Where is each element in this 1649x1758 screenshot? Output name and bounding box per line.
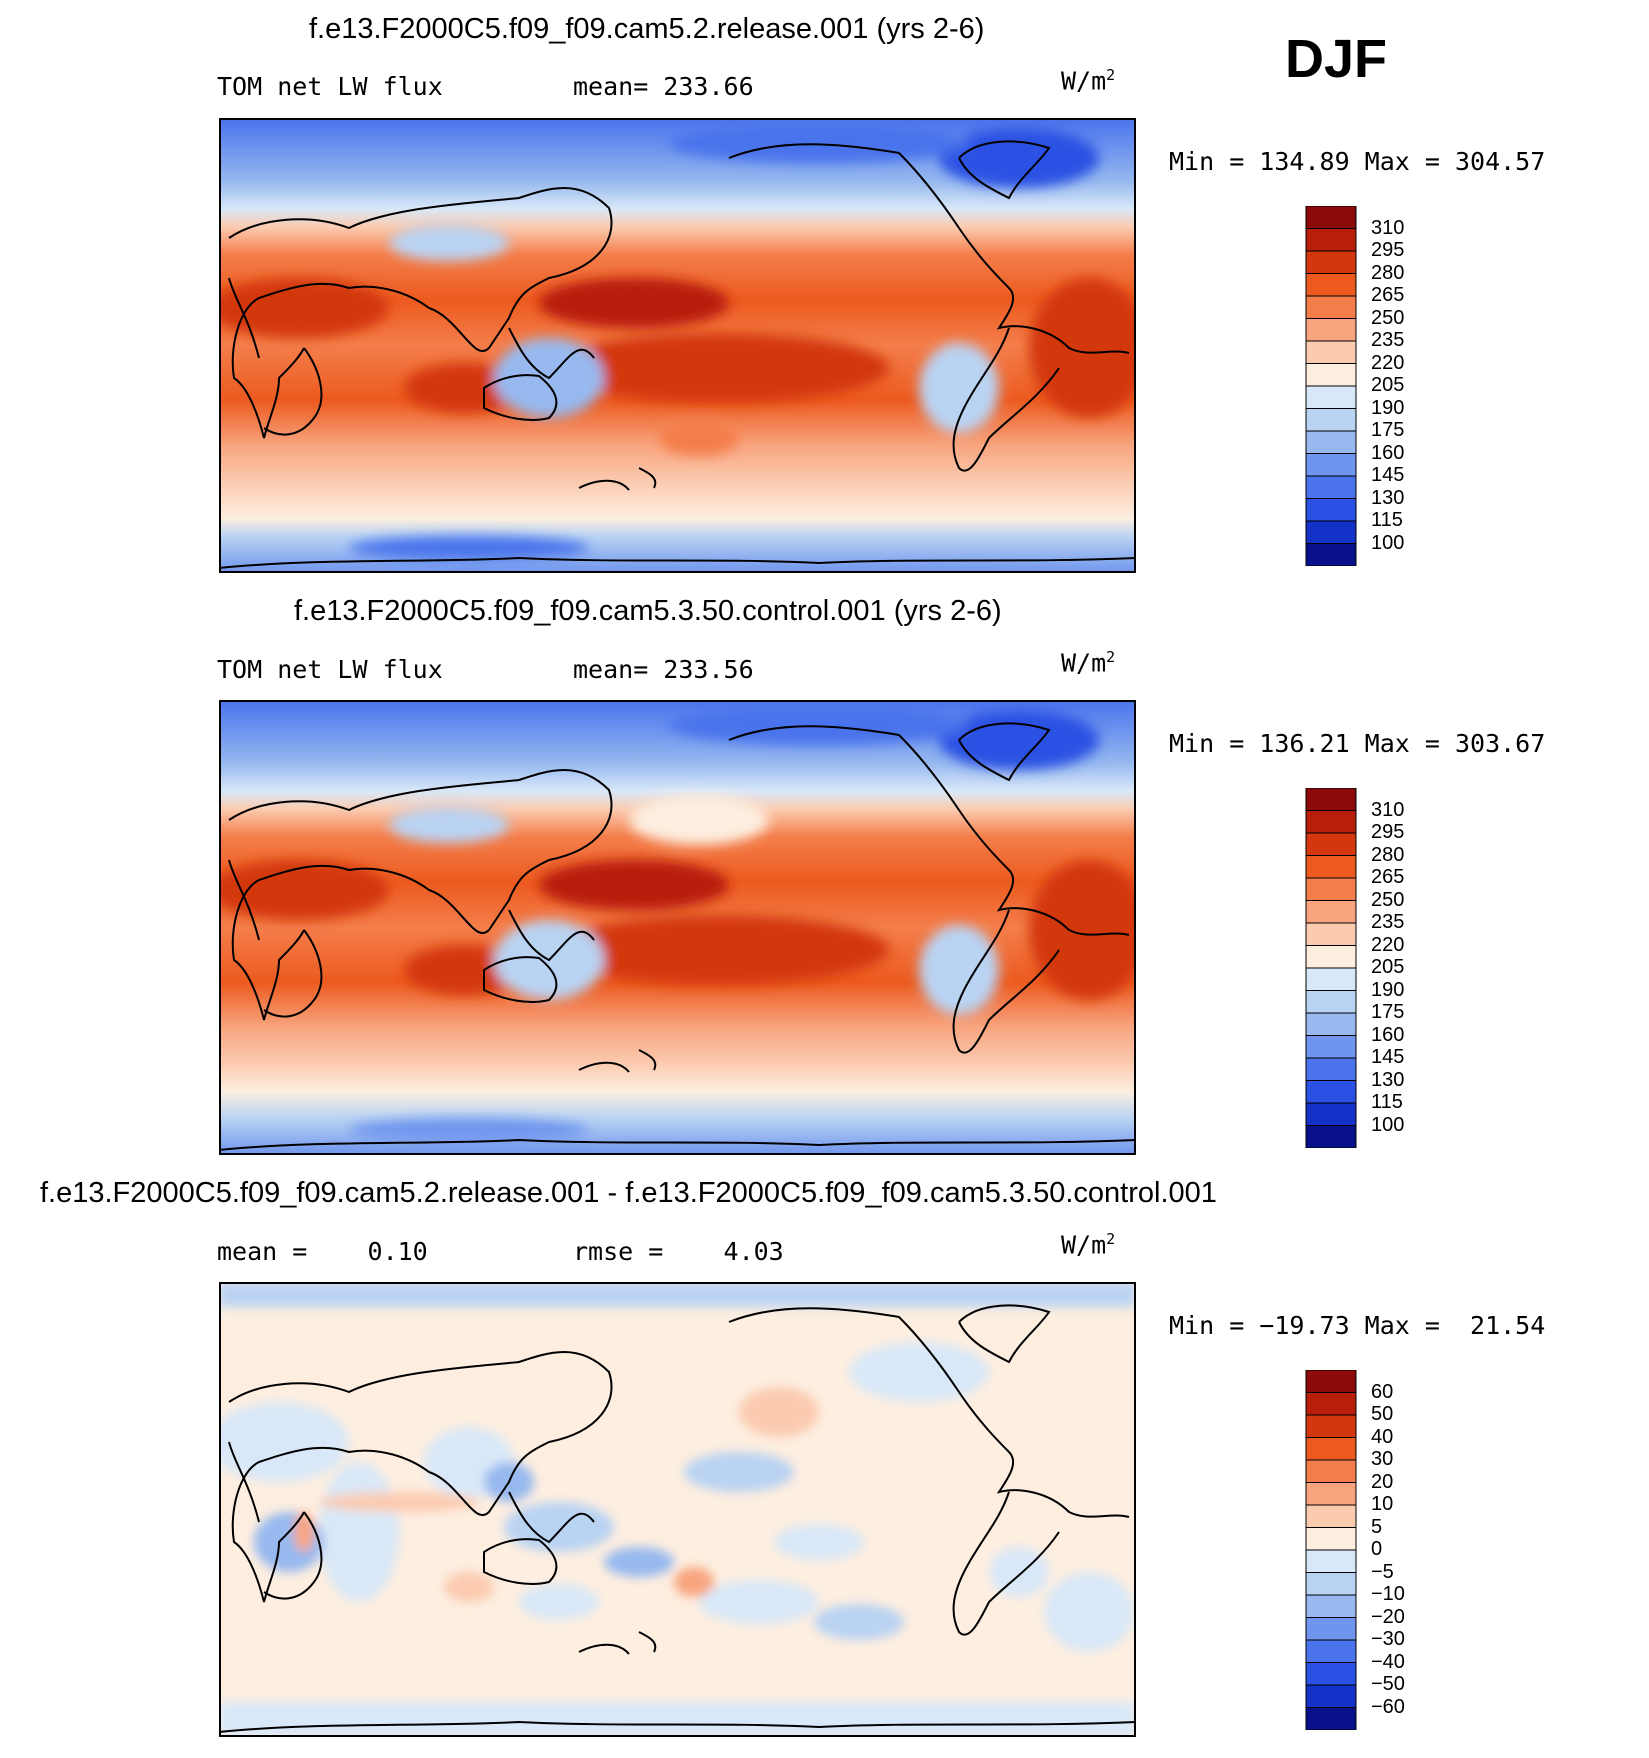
panel-2-colorbar-label: 130 xyxy=(1371,1069,1405,1091)
panel-2-title: f.e13.F2000C5.f09_f09.cam5.3.50.control.… xyxy=(294,595,1002,627)
panel-1-colorbar-label: 190 xyxy=(1371,397,1405,419)
panel-3-colorbar-label: 50 xyxy=(1371,1403,1394,1425)
panel-3-rmse-label: rmse = 4.03 xyxy=(573,1237,784,1266)
panel-1-colorbar-label: 130 xyxy=(1371,487,1405,509)
panel-1-variable-label: TOM net LW flux xyxy=(217,72,443,101)
panel-3-units: W/m2 xyxy=(1061,1230,1116,1260)
panel-1-colorbar-label: 280 xyxy=(1371,262,1405,284)
panel-1-colorbar-label: 235 xyxy=(1371,329,1405,351)
panel-2-colorbar-label: 205 xyxy=(1371,956,1405,978)
panel-3-colorbar-label: 5 xyxy=(1371,1516,1383,1538)
panel-1-colorbar-label: 265 xyxy=(1371,284,1405,306)
panel-1-colorbar-label: 295 xyxy=(1371,239,1405,261)
panel-3-colorbar-label: −60 xyxy=(1371,1696,1405,1718)
panel-2-minmax: Min = 136.21 Max = 303.67 xyxy=(1169,729,1546,758)
panel-3-colorbar-label: −20 xyxy=(1371,1606,1405,1628)
panel-1-colorbar-label: 220 xyxy=(1371,352,1405,374)
panel-2-colorbar xyxy=(1305,787,1357,1149)
panel-1-colorbar-swatches xyxy=(1305,205,1357,567)
panel-2-colorbar-label: 295 xyxy=(1371,821,1405,843)
panel-3-colorbar-label: 30 xyxy=(1371,1448,1394,1470)
panel-1-colorbar-label: 250 xyxy=(1371,307,1405,329)
panel-3-title: f.e13.F2000C5.f09_f09.cam5.2.release.001… xyxy=(40,1177,1217,1209)
panel-2-colorbar-label: 145 xyxy=(1371,1046,1405,1068)
panel-2-variable-label: TOM net LW flux xyxy=(217,655,443,684)
panel-2-colorbar-label: 235 xyxy=(1371,911,1405,933)
panel-3-colorbar xyxy=(1305,1369,1357,1731)
panel-3-colorbar-label: −5 xyxy=(1371,1561,1394,1583)
panel-1-colorbar-label: 145 xyxy=(1371,464,1405,486)
panel-3-colorbar-label: 60 xyxy=(1371,1381,1394,1403)
panel-3-minmax: Min = −19.73 Max = 21.54 xyxy=(1169,1311,1546,1340)
panel-1-map xyxy=(219,118,1136,573)
panel-3-colorbar-label: 40 xyxy=(1371,1426,1394,1448)
panel-2-colorbar-label: 175 xyxy=(1371,1001,1405,1023)
panel-1-colorbar xyxy=(1305,205,1357,567)
panel-2-mean-label: mean= 233.56 xyxy=(573,655,754,684)
panel-3-colorbar-label: 10 xyxy=(1371,1493,1394,1515)
panel-1-title: f.e13.F2000C5.f09_f09.cam5.2.release.001… xyxy=(309,13,985,45)
panel-1-colorbar-label: 115 xyxy=(1371,509,1403,531)
panel-2-colorbar-label: 190 xyxy=(1371,979,1405,1001)
panel-3-colorbar-label: −30 xyxy=(1371,1628,1405,1650)
panel-3-colorbar-label: −10 xyxy=(1371,1583,1405,1605)
panel-2-colorbar-label: 280 xyxy=(1371,844,1405,866)
panel-2-colorbar-label: 265 xyxy=(1371,866,1405,888)
panel-3-colorbar-label: 0 xyxy=(1371,1538,1383,1560)
panel-1-colorbar-label: 205 xyxy=(1371,374,1405,396)
panel-1-colorbar-label: 310 xyxy=(1371,217,1405,239)
panel-3-map xyxy=(219,1282,1136,1737)
panel-3-colorbar-label: 20 xyxy=(1371,1471,1394,1493)
panel-2-colorbar-label: 310 xyxy=(1371,799,1405,821)
panel-1-units: W/m2 xyxy=(1061,66,1116,96)
panel-2-colorbar-label: 115 xyxy=(1371,1091,1403,1113)
panel-2-map xyxy=(219,700,1136,1155)
panel-2-units: W/m2 xyxy=(1061,648,1116,678)
panel-2-colorbar-label: 160 xyxy=(1371,1024,1405,1046)
panel-1-colorbar-label: 175 xyxy=(1371,419,1405,441)
panel-3-colorbar-label: −40 xyxy=(1371,1651,1405,1673)
panel-3-colorbar-swatches xyxy=(1305,1369,1357,1731)
panel-1-colorbar-label: 100 xyxy=(1371,532,1405,554)
panel-1-mean-label: mean= 233.66 xyxy=(573,72,754,101)
panel-2-colorbar-label: 220 xyxy=(1371,934,1405,956)
panel-3-mean-label: mean = 0.10 xyxy=(217,1237,428,1266)
season-label: DJF xyxy=(1285,29,1388,89)
panel-1-minmax: Min = 134.89 Max = 304.57 xyxy=(1169,147,1546,176)
panel-2-colorbar-swatches xyxy=(1305,787,1357,1149)
panel-2-colorbar-label: 100 xyxy=(1371,1114,1405,1136)
panel-3-colorbar-label: −50 xyxy=(1371,1673,1405,1695)
panel-1-colorbar-label: 160 xyxy=(1371,442,1405,464)
panel-2-colorbar-label: 250 xyxy=(1371,889,1405,911)
